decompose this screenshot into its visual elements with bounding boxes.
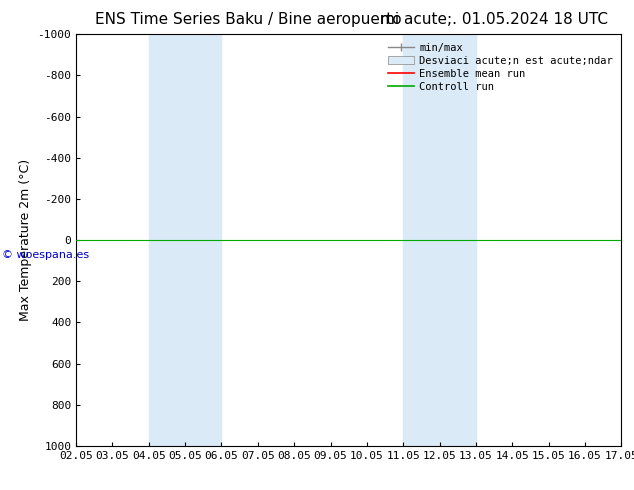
Legend: min/max, Desviaci acute;n est acute;ndar, Ensemble mean run, Controll run: min/max, Desviaci acute;n est acute;ndar…: [385, 40, 616, 95]
Text: ENS Time Series Baku / Bine aeropuerto: ENS Time Series Baku / Bine aeropuerto: [95, 12, 402, 27]
Text: mi acute;. 01.05.2024 18 UTC: mi acute;. 01.05.2024 18 UTC: [380, 12, 609, 27]
Bar: [149, 34, 221, 446]
Y-axis label: Max Temperature 2m (°C): Max Temperature 2m (°C): [19, 159, 32, 321]
Text: © woespana.es: © woespana.es: [2, 250, 89, 260]
Bar: [403, 34, 476, 446]
